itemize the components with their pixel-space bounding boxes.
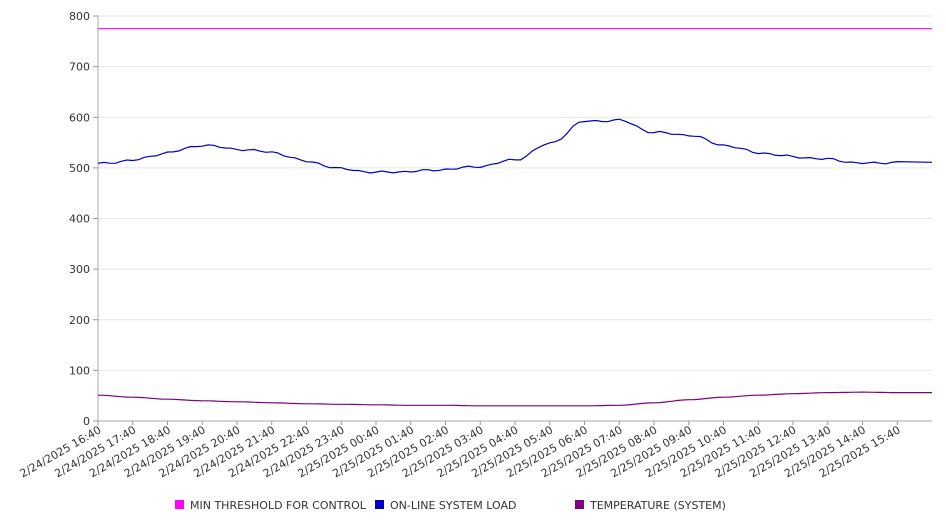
legend-label: MIN THRESHOLD FOR CONTROL — [190, 499, 367, 512]
y-tick-label: 300 — [69, 263, 90, 276]
series-line-2 — [97, 118, 933, 174]
y-tick-label: 600 — [69, 111, 90, 124]
y-tick-label: 400 — [69, 213, 90, 226]
y-tick-label: 700 — [69, 61, 90, 74]
grid — [98, 15, 932, 371]
legend-swatch — [575, 500, 584, 509]
series-line-3 — [97, 391, 932, 407]
legend-swatch — [375, 500, 384, 509]
legend-label: TEMPERATURE (SYSTEM) — [589, 499, 726, 512]
y-tick-label: 500 — [69, 162, 90, 175]
legend-label: ON-LINE SYSTEM LOAD — [390, 499, 516, 512]
legend-swatch — [175, 500, 184, 509]
y-tick-label: 200 — [69, 314, 90, 327]
y-tick-label: 100 — [69, 364, 90, 377]
series-lines — [97, 28, 933, 407]
legend: MIN THRESHOLD FOR CONTROL ON-LINE SYSTEM … — [175, 499, 726, 512]
y-axis-ticks: 0 100 200 300 400 500 600 700 800 — [69, 10, 98, 428]
x-axis-ticks: 2/24/2025 16:402/24/2025 17:402/24/2025 … — [18, 421, 903, 480]
y-tick-label: 0 — [83, 415, 90, 428]
y-tick-label: 800 — [69, 10, 90, 23]
